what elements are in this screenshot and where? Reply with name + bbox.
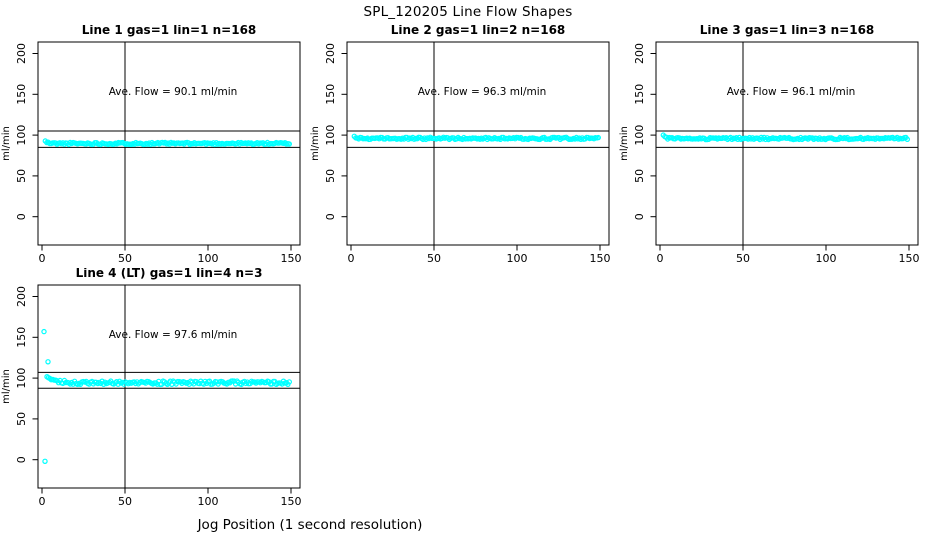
x-tick-label: 100 — [198, 495, 219, 508]
ave-flow-annotation: Ave. Flow = 97.6 ml/min — [109, 329, 238, 341]
x-tick-label: 50 — [118, 252, 132, 265]
panel-title: Line 4 (LT) gas=1 lin=4 n=3 — [76, 268, 263, 280]
panel-2: Line 2 gas=1 lin=2 n=168 0 50 100 150 0 50 100 1… — [309, 23, 621, 275]
ave-flow-annotation: Ave. Flow = 96.3 ml/min — [418, 86, 547, 98]
data-points — [41, 328, 292, 464]
x-tick-label: 0 — [39, 252, 46, 265]
panel-3: Line 3 gas=1 lin=3 n=168 0 50 100 150 0 50 100 1… — [618, 23, 930, 275]
y-tick-label: 150 — [324, 84, 337, 105]
ave-flow-annotation: Ave. Flow = 96.1 ml/min — [727, 86, 856, 98]
x-tick-label: 50 — [427, 252, 441, 265]
data-points — [660, 132, 910, 143]
x-tick-label: 100 — [816, 252, 837, 265]
y-tick-label: 50 — [15, 169, 28, 183]
x-tick-label: 50 — [736, 252, 750, 265]
y-tick-label: 50 — [633, 169, 646, 183]
y-tick-label: 200 — [324, 43, 337, 64]
data-point — [904, 136, 910, 143]
plot-3: Line 3 gas=1 lin=3 n=168 0 50 100 150 0 50 100 1… — [619, 23, 920, 265]
ave-flow-annotation: Ave. Flow = 90.1 ml/min — [109, 86, 238, 98]
x-tick-label: 150 — [590, 252, 611, 265]
y-tick-label: 50 — [15, 412, 28, 426]
plot-frame — [655, 41, 919, 246]
y-tick-label: 0 — [324, 213, 337, 220]
y-tick-label: 200 — [633, 43, 646, 64]
plot-1: Line 1 gas=1 lin=1 n=168 0 50 100 150 0 50 100 1… — [1, 23, 302, 265]
y-tick-label: 200 — [15, 286, 28, 307]
data-points — [42, 138, 292, 148]
panel-title: Line 1 gas=1 lin=1 n=168 — [82, 25, 257, 37]
x-tick-label: 0 — [39, 495, 46, 508]
panel-1: Line 1 gas=1 lin=1 n=168 0 50 100 150 0 50 100 1… — [0, 23, 312, 275]
y-tick-label: 150 — [15, 327, 28, 348]
x-tick-label: 150 — [281, 252, 302, 265]
x-tick-label: 50 — [118, 495, 132, 508]
panel-title: Line 2 gas=1 lin=2 n=168 — [391, 25, 566, 37]
data-point — [286, 141, 292, 147]
plot-frame — [37, 284, 301, 489]
y-tick-label: 0 — [15, 213, 28, 220]
y-tick-label: 0 — [15, 456, 28, 463]
plot-frame — [37, 41, 301, 246]
y-tick-label: 200 — [15, 43, 28, 64]
y-axis-label: ml/min — [1, 126, 12, 161]
y-tick-label: 100 — [324, 125, 337, 146]
x-tick-label: 100 — [507, 252, 528, 265]
panel-title: Line 3 gas=1 lin=3 n=168 — [700, 25, 875, 37]
data-point — [286, 379, 292, 385]
data-points — [351, 133, 601, 143]
x-tick-label: 0 — [348, 252, 355, 265]
x-tick-label: 0 — [657, 252, 664, 265]
figure-title: SPL_120205 Line Flow Shapes — [363, 4, 573, 20]
figure-xlabel: Jog Position (1 second resolution) — [197, 517, 423, 533]
panel-4: Line 4 (LT) gas=1 lin=4 n=3 0 50 100 150 0 50 1… — [0, 266, 312, 518]
x-tick-label: 100 — [198, 252, 219, 265]
data-point — [45, 359, 51, 365]
plot-2: Line 2 gas=1 lin=2 n=168 0 50 100 150 0 50 100 1… — [310, 23, 611, 265]
y-tick-label: 100 — [15, 368, 28, 389]
y-tick-label: 150 — [15, 84, 28, 105]
x-tick-label: 150 — [281, 495, 302, 508]
x-tick-label: 150 — [899, 252, 920, 265]
y-axis-label: ml/min — [310, 126, 321, 161]
plot-frame — [346, 41, 610, 246]
y-axis-label: ml/min — [619, 126, 630, 161]
plot-4: Line 4 (LT) gas=1 lin=4 n=3 0 50 100 150 0 50 1… — [1, 266, 302, 508]
y-tick-label: 150 — [633, 84, 646, 105]
data-point — [595, 134, 601, 141]
y-tick-label: 100 — [15, 125, 28, 146]
y-axis-label: ml/min — [1, 369, 12, 404]
y-tick-label: 0 — [633, 213, 646, 220]
y-tick-label: 50 — [324, 169, 337, 183]
y-tick-label: 100 — [633, 125, 646, 146]
data-point — [42, 458, 48, 464]
data-point — [41, 328, 47, 335]
